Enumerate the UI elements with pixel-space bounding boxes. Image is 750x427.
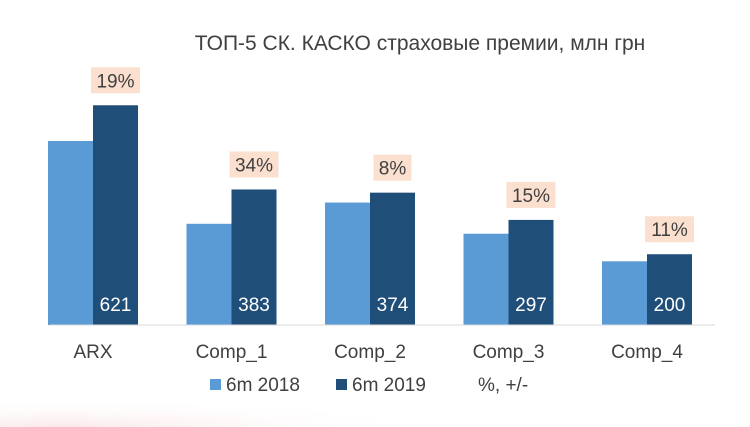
growth-box-comp-2 — [373, 154, 412, 181]
labels-group: 621 19% ARX 383 34% Comp_1 374 8% Comp_2 297 15% Co… — [73, 67, 694, 363]
value-label-comp-1: 383 — [238, 295, 270, 316]
growth-box-arx — [91, 67, 140, 94]
bar-comp-4-6m-2018[interactable] — [602, 261, 647, 325]
legend-label-2019: 6m 2019 — [352, 375, 426, 396]
bar-arx-6m-2019[interactable] — [93, 105, 138, 325]
bar-arx-6m-2018[interactable] — [48, 141, 93, 325]
legend: 6m 2018 6m 2019 %, +/- — [210, 375, 528, 396]
chart-title: ТОП-5 СК. КАСКО страховые премии, млн гр… — [195, 32, 646, 55]
category-label-comp-3: Comp_3 — [473, 342, 545, 363]
growth-box-comp-3 — [506, 181, 556, 208]
bar-comp-4-6m-2019[interactable] — [647, 254, 692, 325]
category-label-comp-4: Comp_4 — [611, 342, 683, 363]
value-label-comp-4: 200 — [654, 295, 686, 316]
legend-label-2018: 6m 2018 — [226, 375, 300, 396]
legend-swatch-2019 — [336, 379, 347, 390]
category-label-comp-1: Comp_1 — [196, 342, 268, 363]
growth-box-comp-4 — [645, 216, 694, 243]
legend-label-growth: %, +/- — [478, 375, 528, 396]
growth-label-comp-2: 8% — [379, 159, 407, 180]
legend-item-2019[interactable]: 6m 2019 — [336, 375, 426, 396]
growth-label-comp-3: 15% — [512, 186, 550, 207]
bar-comp-3-6m-2018[interactable] — [463, 233, 509, 325]
growth-label-comp-1: 34% — [235, 155, 273, 176]
value-label-comp-2: 374 — [377, 295, 409, 316]
legend-item-2018[interactable]: 6m 2018 — [210, 375, 300, 396]
legend-item-growth[interactable]: %, +/- — [478, 375, 528, 396]
bar-comp-2-6m-2018[interactable] — [325, 202, 370, 325]
growth-label-arx: 19% — [96, 71, 134, 92]
background-swoosh — [0, 396, 420, 427]
growth-box-comp-1 — [229, 151, 279, 178]
category-label-comp-2: Comp_2 — [334, 342, 406, 363]
bars-group — [48, 105, 692, 325]
legend-swatch-2018 — [210, 379, 221, 390]
growth-label-comp-4: 11% — [651, 220, 688, 241]
bar-comp-1-6m-2018[interactable] — [186, 223, 232, 325]
value-label-comp-3: 297 — [515, 295, 547, 316]
value-label-arx: 621 — [100, 295, 132, 316]
category-label-arx: ARX — [73, 342, 112, 363]
bar-comp-1-6m-2019[interactable] — [231, 189, 277, 325]
bar-comp-3-6m-2019[interactable] — [508, 219, 554, 325]
bar-comp-2-6m-2019[interactable] — [370, 192, 415, 325]
